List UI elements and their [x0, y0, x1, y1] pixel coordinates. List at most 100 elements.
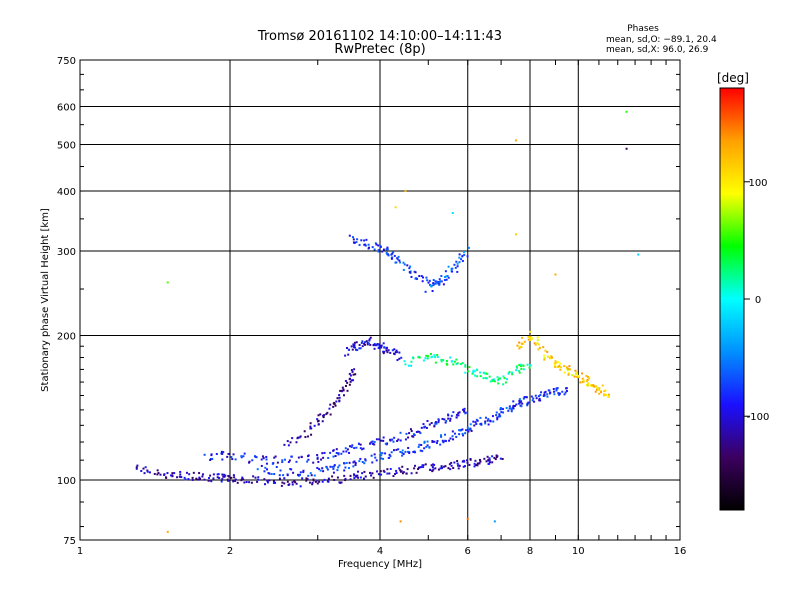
data-point [542, 346, 545, 349]
data-point [377, 244, 380, 247]
colorbar: [deg] 100 0 -100 [717, 71, 769, 511]
data-point [520, 367, 523, 370]
data-point [274, 455, 277, 458]
data-point [357, 476, 360, 479]
data-point [350, 379, 353, 382]
data-point [409, 265, 412, 268]
data-point [382, 350, 385, 353]
data-point [474, 421, 477, 424]
data-point [386, 246, 389, 249]
data-point [344, 479, 347, 482]
data-point [505, 378, 508, 381]
data-point [350, 446, 353, 449]
data-point [344, 384, 347, 387]
data-point [466, 426, 469, 429]
data-point [546, 393, 549, 396]
data-point [485, 377, 488, 380]
data-point [392, 251, 395, 254]
data-point [523, 396, 526, 399]
data-point [318, 480, 321, 483]
data-point [518, 341, 521, 344]
data-point [428, 423, 431, 426]
data-point [451, 430, 454, 433]
data-point [404, 438, 407, 441]
data-point [310, 433, 313, 436]
data-point [501, 407, 504, 410]
data-point [250, 481, 253, 484]
data-point [286, 440, 289, 443]
data-point [554, 363, 557, 366]
data-point [442, 359, 445, 362]
data-point [437, 419, 440, 422]
data-point [398, 259, 401, 262]
data-point [461, 428, 464, 431]
data-point [354, 461, 357, 464]
data-point [505, 406, 508, 409]
data-point [421, 276, 424, 279]
data-point [529, 330, 532, 333]
data-point [396, 258, 399, 261]
data-point [415, 471, 418, 474]
data-point [380, 346, 383, 349]
data-point [236, 481, 239, 484]
data-point [604, 389, 607, 392]
data-point [401, 472, 404, 475]
data-point [440, 434, 443, 437]
data-point [453, 432, 456, 435]
data-point [317, 460, 320, 463]
data-point [522, 397, 525, 400]
data-point [603, 394, 606, 397]
data-point [359, 347, 362, 350]
data-point [287, 444, 290, 447]
data-point [317, 419, 320, 422]
data-point [419, 449, 422, 452]
data-point [592, 384, 595, 387]
data-point [230, 476, 233, 479]
data-point [393, 254, 396, 257]
data-point [432, 282, 435, 285]
data-point [351, 236, 354, 239]
data-point [444, 421, 447, 424]
data-point [418, 356, 421, 359]
data-point [484, 420, 487, 423]
data-point [602, 393, 605, 396]
data-point [357, 470, 360, 473]
data-point [391, 349, 394, 352]
data-point [475, 368, 478, 371]
data-point [637, 253, 640, 256]
data-point [371, 461, 374, 464]
data-point [451, 212, 454, 215]
data-point [444, 270, 447, 273]
data-point [461, 255, 464, 258]
data-point [461, 432, 464, 435]
data-point [348, 451, 351, 454]
data-point [483, 457, 486, 460]
data-point [390, 257, 393, 260]
data-point [303, 430, 306, 433]
data-point [540, 391, 543, 394]
data-point [216, 476, 219, 479]
data-point [426, 444, 429, 447]
data-point [386, 468, 389, 471]
data-point [374, 344, 377, 347]
data-point [305, 477, 308, 480]
data-point [436, 356, 439, 359]
data-point [468, 463, 471, 466]
data-point [352, 238, 355, 241]
data-point [497, 382, 500, 385]
data-point [344, 354, 347, 357]
data-point [369, 472, 372, 475]
data-point [386, 472, 389, 475]
data-point [396, 257, 399, 260]
data-point [515, 139, 518, 142]
data-point [346, 381, 349, 384]
data-point [264, 483, 267, 486]
data-point [346, 448, 349, 451]
data-point [454, 266, 457, 269]
data-point [517, 402, 520, 405]
data-point [394, 473, 397, 476]
data-point [159, 473, 162, 476]
data-point [398, 467, 401, 470]
data-point [516, 344, 519, 347]
data-point [401, 449, 404, 452]
